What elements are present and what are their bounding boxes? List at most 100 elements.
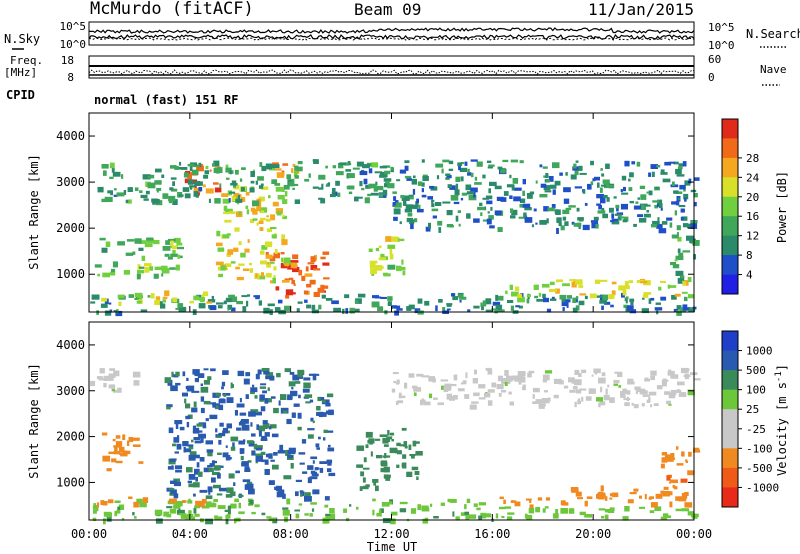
heatmap-cell-7 <box>299 490 304 493</box>
heatmap-cell-9 <box>473 392 480 397</box>
heatmap-cell-0 <box>352 308 360 312</box>
heatmap-cell-9 <box>598 377 606 384</box>
noise-strip: N.Sky 10^5 10^0 10^5 10^0 N.Search <box>4 20 800 52</box>
heatmap-cell-7 <box>273 168 282 171</box>
heatmap-cell-11 <box>639 185 646 189</box>
heatmap-cell-0 <box>329 513 336 520</box>
heatmap-cell-11 <box>640 204 646 210</box>
heatmap-cell-10 <box>228 198 231 203</box>
heatmap-cell-10 <box>213 160 220 167</box>
heatmap-cell-9 <box>633 404 639 409</box>
heatmap-cell-7 <box>287 449 296 455</box>
heatmap-cell-11 <box>693 193 698 198</box>
heatmap-cell-5 <box>259 250 265 255</box>
heatmap-cell-11 <box>563 187 571 193</box>
heatmap-cell-11 <box>681 216 688 221</box>
heatmap-cell-10 <box>156 187 162 191</box>
heatmap-cell-11 <box>519 160 524 164</box>
heatmap-cell-6 <box>196 191 200 196</box>
heatmap-cell-8 <box>109 377 114 381</box>
nave-tick-top: 60 <box>708 53 721 66</box>
heatmap-cell-8 <box>99 368 105 374</box>
heatmap-cell-10 <box>318 174 326 180</box>
heatmap-cell-9 <box>601 372 606 377</box>
heatmap-cell-7 <box>217 452 222 455</box>
heatmap-cell-7 <box>262 423 270 429</box>
heatmap-cell-11 <box>610 220 615 223</box>
heatmap-cell-7 <box>243 378 250 385</box>
heatmap-cell-3 <box>622 290 627 296</box>
heatmap-cell-7 <box>203 368 209 371</box>
heatmap-cell-0 <box>311 304 316 310</box>
heatmap-cell-11 <box>468 195 477 201</box>
heatmap-cell-5 <box>586 496 593 499</box>
heatmap-cell-5 <box>226 253 231 257</box>
heatmap-cell-11 <box>477 206 485 211</box>
heatmap-cell-10 <box>123 190 127 195</box>
heatmap-cell-11 <box>693 177 700 181</box>
heatmap-cell-11 <box>533 208 537 212</box>
heatmap-cell-11 <box>682 223 689 228</box>
heatmap-cell-7 <box>191 390 200 393</box>
colorbar-block <box>722 370 738 391</box>
heatmap-cell-11 <box>466 191 475 195</box>
heatmap-cell-0 <box>261 512 266 516</box>
heatmap-cell-7 <box>246 483 254 490</box>
heatmap-cell-7 <box>265 453 269 458</box>
heatmap-cell-11 <box>523 212 527 218</box>
heatmap-cell-0 <box>93 503 96 506</box>
heatmap-cell-6 <box>662 452 668 455</box>
heatmap-cell-7 <box>206 449 214 453</box>
heatmap-cell-5 <box>259 227 264 231</box>
heatmap-cell-10 <box>415 451 423 456</box>
heatmap-cell-0 <box>309 513 313 517</box>
heatmap-cell-11 <box>652 200 659 203</box>
heatmap-cell-0 <box>435 305 438 312</box>
heatmap-cell-0 <box>213 499 218 503</box>
heatmap-cell-9 <box>613 383 618 386</box>
heatmap-cell-7 <box>284 368 291 373</box>
heatmap-cell-10 <box>368 183 377 189</box>
heatmap-cell-11 <box>454 189 460 196</box>
heatmap-cell-7 <box>319 467 324 473</box>
heatmap-cell-0 <box>430 503 433 507</box>
heatmap-cell-0 <box>442 307 446 312</box>
heatmap-cell-12 <box>678 252 684 257</box>
heatmap-cell-11 <box>406 177 412 181</box>
heatmap-cell-7 <box>170 489 177 494</box>
heatmap-cell-4 <box>285 295 290 299</box>
heatmap-cell-7 <box>170 480 178 484</box>
heatmap-cell-0 <box>160 303 166 309</box>
heatmap-cell-3 <box>688 294 695 299</box>
heatmap-cell-9 <box>627 381 635 385</box>
heatmap-cell-0 <box>446 308 451 311</box>
heatmap-cell-0 <box>629 309 637 314</box>
heatmap-cell-0 <box>566 295 572 299</box>
heatmap-cell-0 <box>114 510 118 517</box>
heatmap-cell-10 <box>139 190 143 193</box>
heatmap-cell-3 <box>595 279 601 284</box>
heatmap-cell-11 <box>414 218 418 223</box>
heatmap-cell-3 <box>643 292 652 295</box>
heatmap-cell-11 <box>447 184 452 188</box>
heatmap-cell-11 <box>556 228 559 234</box>
heatmap-cell-11 <box>592 178 596 182</box>
heatmap-cell-11 <box>548 176 554 182</box>
heatmap-cell-7 <box>188 474 196 480</box>
heatmap-cell-7 <box>187 444 194 447</box>
heatmap-cell-9 <box>385 236 392 242</box>
heatmap-cell-7 <box>250 422 253 427</box>
heatmap-cell-0 <box>408 304 415 310</box>
heatmap-cell-10 <box>170 165 177 169</box>
heatmap-cell-1 <box>195 500 203 506</box>
nsearch-label: N.Search <box>746 27 800 41</box>
heatmap-cell-9 <box>668 392 676 399</box>
heatmap-cell-11 <box>671 201 679 205</box>
heatmap-cell-10 <box>189 165 193 172</box>
heatmap-cell-11 <box>487 211 490 214</box>
heatmap-cell-5 <box>247 239 250 243</box>
heatmap-cell-11 <box>620 189 623 193</box>
heatmap-cell-5 <box>216 242 223 247</box>
heatmap-cell-11 <box>623 216 629 222</box>
